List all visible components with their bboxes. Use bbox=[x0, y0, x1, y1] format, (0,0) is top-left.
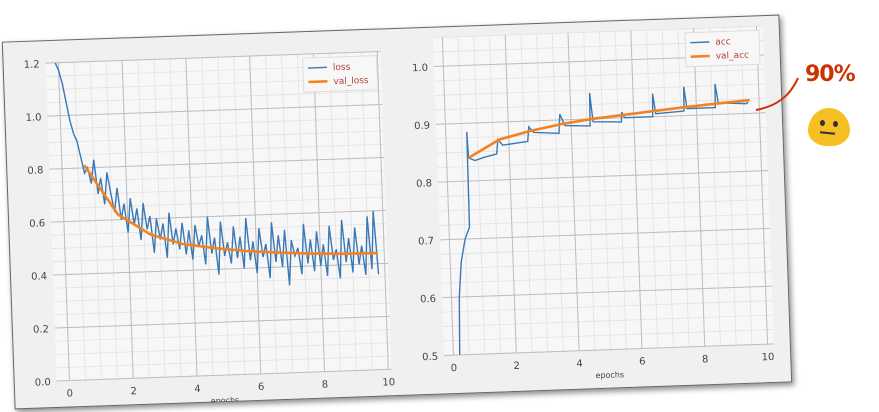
annotation-text: 90% bbox=[805, 62, 856, 87]
minor-gridline bbox=[436, 141, 767, 154]
x-tick-label: 6 bbox=[258, 382, 265, 393]
major-gridline bbox=[755, 26, 769, 345]
major-gridline bbox=[567, 32, 580, 351]
major-gridline bbox=[439, 227, 770, 241]
minor-gridline bbox=[53, 276, 389, 289]
minor-gridline bbox=[46, 90, 382, 104]
major-gridline bbox=[51, 209, 386, 223]
y-tick-label: 0.6 bbox=[29, 218, 45, 230]
major-gridline bbox=[437, 170, 768, 183]
y-tick-label: 1.0 bbox=[25, 112, 41, 124]
x-tick-label: 4 bbox=[576, 359, 583, 370]
major-gridline bbox=[693, 28, 706, 347]
legend-label-val_loss: val_loss bbox=[333, 76, 369, 87]
series-line-acc bbox=[458, 83, 749, 355]
annotation-arrow bbox=[755, 77, 799, 111]
legend-swatch-val_acc bbox=[690, 54, 710, 58]
y-tick-label: 0.2 bbox=[33, 324, 49, 336]
major-gridline bbox=[441, 285, 772, 299]
minor-gridline bbox=[49, 170, 385, 183]
y-tick-label: 0.4 bbox=[31, 271, 47, 283]
major-gridline bbox=[441, 37, 454, 356]
legend-swatch-loss bbox=[307, 66, 327, 69]
x-tick-label: 8 bbox=[322, 380, 329, 391]
minor-gridline bbox=[436, 126, 767, 140]
minor-gridline bbox=[50, 196, 386, 210]
series-line-val_loss bbox=[83, 164, 378, 256]
major-gridline bbox=[630, 30, 643, 349]
minor-gridline bbox=[443, 314, 773, 327]
minor-gridline bbox=[434, 69, 765, 82]
minor-gridline bbox=[53, 289, 389, 302]
minor-gridline bbox=[442, 300, 773, 313]
major-gridline bbox=[49, 156, 385, 170]
minor-gridline bbox=[434, 83, 765, 96]
neutral-face-emoji bbox=[808, 108, 850, 146]
major-gridline bbox=[504, 35, 517, 353]
legend-label-acc: acc bbox=[715, 37, 731, 48]
y-tick-label: 1.2 bbox=[24, 59, 40, 71]
minor-gridline bbox=[435, 97, 766, 111]
minor-gridline bbox=[48, 130, 384, 144]
y-tick-label: 0.5 bbox=[422, 352, 438, 364]
x-tick-label: 2 bbox=[513, 361, 520, 372]
x-tick-label: 10 bbox=[761, 352, 774, 363]
minor-gridline bbox=[437, 155, 768, 169]
minor-gridline bbox=[439, 213, 770, 226]
minor-gridline bbox=[438, 199, 769, 212]
major-gridline bbox=[54, 315, 390, 329]
x-tick-label: 0 bbox=[67, 388, 74, 399]
minor-gridline bbox=[56, 355, 392, 369]
minor-gridline bbox=[51, 223, 387, 236]
y-tick-label: 0.9 bbox=[414, 121, 430, 133]
y-tick-label: 0.6 bbox=[420, 294, 436, 306]
major-gridline bbox=[45, 50, 381, 64]
x-tick-label: 8 bbox=[702, 354, 709, 365]
legend-label-val_acc: val_acc bbox=[716, 51, 750, 62]
y-tick-label: 0.0 bbox=[35, 377, 51, 389]
minor-gridline bbox=[440, 242, 771, 255]
legend-swatch-val_loss bbox=[308, 80, 328, 84]
major-gridline bbox=[52, 262, 388, 276]
legend-label-loss: loss bbox=[333, 63, 351, 74]
x-tick-label: 0 bbox=[451, 363, 458, 374]
minor-gridline bbox=[438, 184, 769, 197]
major-gridline bbox=[47, 103, 383, 117]
x-tick-label: 2 bbox=[130, 386, 137, 397]
legend bbox=[684, 29, 761, 68]
minor-gridline bbox=[47, 117, 383, 130]
minor-gridline bbox=[55, 342, 391, 355]
accuracy-chart: 0 2 4 6 8 10 0.5 0.6 0.7 0.8 0.9 1.0 epochs acc val_ac… bbox=[412, 25, 775, 380]
x-tick-label: 4 bbox=[194, 384, 201, 395]
x-axis-label: epochs bbox=[595, 370, 624, 380]
major-gridline bbox=[56, 368, 392, 382]
minor-gridline bbox=[440, 256, 771, 270]
x-tick-label: 6 bbox=[639, 356, 646, 367]
minor-gridline bbox=[54, 302, 390, 316]
minor-gridline bbox=[48, 143, 384, 157]
minor-gridline bbox=[55, 329, 391, 342]
x-axis-label: epochs bbox=[211, 396, 240, 406]
minor-gridline bbox=[441, 271, 772, 284]
legend bbox=[302, 55, 379, 93]
y-tick-label: 1.0 bbox=[412, 63, 428, 75]
x-tick-label: 10 bbox=[382, 377, 395, 388]
screenshot-card: 0 2 4 6 8 10 0.0 0.2 0.4 0.6 0.8 1.0 1.2 epochs loss va… bbox=[1, 14, 793, 410]
y-tick-label: 0.8 bbox=[416, 178, 432, 190]
y-tick-label: 0.8 bbox=[27, 165, 43, 177]
major-gridline bbox=[444, 343, 774, 356]
loss-chart: 0 2 4 6 8 10 0.0 0.2 0.4 0.6 0.8 1.0 1.2 epochs loss va… bbox=[24, 50, 395, 406]
y-tick-label: 0.7 bbox=[418, 236, 434, 248]
minor-gridline bbox=[443, 329, 774, 342]
minor-gridline bbox=[432, 25, 763, 39]
legend-swatch-acc bbox=[690, 41, 710, 44]
series-line-val_acc bbox=[467, 98, 750, 159]
